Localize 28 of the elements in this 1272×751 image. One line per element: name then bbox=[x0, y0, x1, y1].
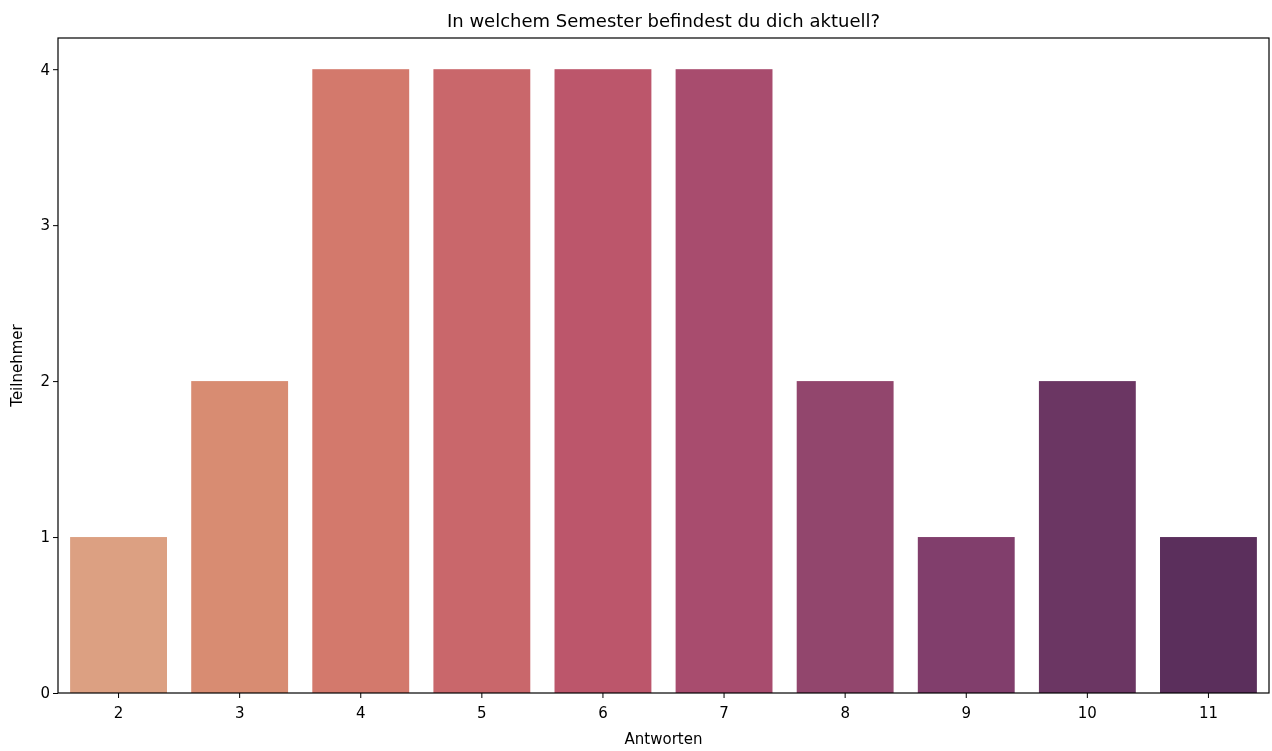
bar bbox=[70, 537, 167, 693]
y-tick-label: 2 bbox=[40, 372, 50, 391]
bar bbox=[191, 381, 289, 693]
bar bbox=[675, 69, 773, 693]
bar bbox=[917, 537, 1015, 693]
x-tick-label: 3 bbox=[234, 703, 245, 722]
chart-title: In welchem Semester befindest du dich aktuell? bbox=[446, 10, 881, 31]
x-tick-label: 11 bbox=[1198, 703, 1218, 722]
x-tick-label: 6 bbox=[598, 703, 608, 722]
x-tick-label: 4 bbox=[355, 703, 366, 722]
bar bbox=[1038, 381, 1136, 693]
y-tick-label: 3 bbox=[40, 216, 50, 235]
x-tick-label: 10 bbox=[1077, 703, 1097, 722]
x-tick-label: 9 bbox=[961, 703, 972, 722]
x-tick-label: 5 bbox=[477, 703, 487, 722]
x-tick-label: 8 bbox=[840, 703, 850, 722]
bar bbox=[433, 69, 531, 693]
bar bbox=[796, 381, 894, 693]
y-tick-label: 0 bbox=[40, 684, 50, 703]
x-axis-title: Antworten bbox=[624, 730, 703, 748]
bar bbox=[554, 69, 652, 693]
y-axis-title: Teilnehmer bbox=[8, 323, 26, 408]
y-tick-label: 1 bbox=[40, 528, 50, 547]
x-tick-label: 7 bbox=[719, 703, 729, 722]
bar bbox=[312, 69, 410, 693]
bar bbox=[1160, 537, 1257, 693]
x-tick-label: 2 bbox=[113, 703, 124, 722]
y-tick-label: 4 bbox=[40, 60, 50, 79]
